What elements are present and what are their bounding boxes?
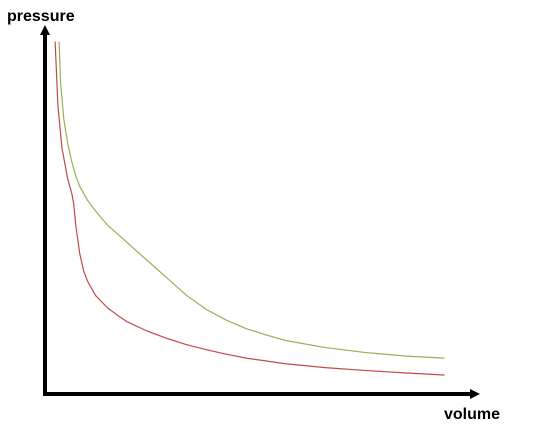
series-layer — [54, 41, 445, 376]
x-axis-label: volume — [444, 406, 500, 423]
series-line-2 — [54, 41, 445, 376]
series-line-1 — [58, 41, 445, 359]
y-axis-label: pressure — [7, 8, 75, 25]
